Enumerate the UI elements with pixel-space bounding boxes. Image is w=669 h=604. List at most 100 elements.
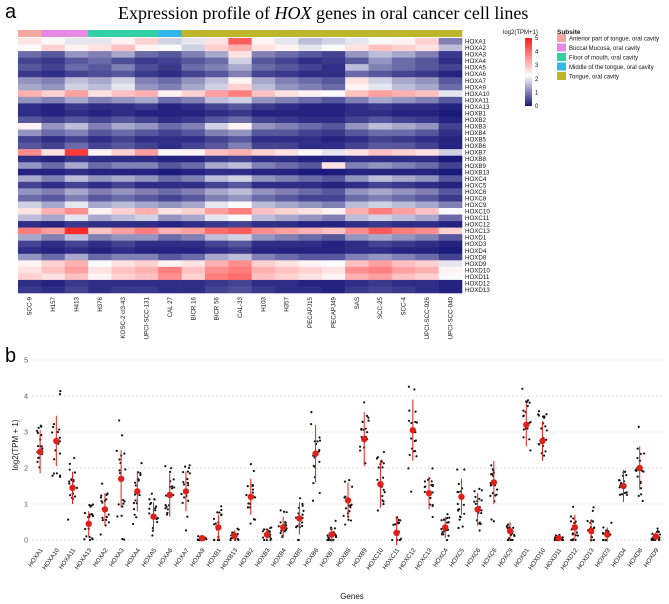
heatmap-cell [181,286,206,294]
heatmap-cell [228,57,252,65]
heatmap-cell [41,208,66,215]
heatmap-cell [438,214,463,222]
sample-point [561,536,564,539]
sample-point [216,511,219,514]
heatmap-cell [391,96,416,104]
heatmap-cell [41,188,66,196]
heatmap-cell [298,44,323,52]
subsite-swatch [557,72,566,80]
sample-point [544,425,547,428]
heatmap-cell [134,253,159,261]
subsite-cell [438,30,463,37]
heatmap-cell [41,64,66,71]
sample-point [478,529,481,532]
heatmap-cell [345,90,369,98]
sample-point [188,464,191,467]
sample-point [462,503,465,506]
heatmap-cell [181,70,206,78]
heatmap-cell [41,83,66,91]
sample-point [120,514,123,517]
heatmap-cell [298,208,323,215]
heatmap-cell [134,129,159,137]
mean-point [636,464,643,472]
heatmap-cell [438,83,463,91]
heatmap-cell [64,44,89,52]
heatmap-cell [321,181,346,189]
heatmap-cell [415,57,439,65]
heatmap-cell [111,168,136,176]
heatmap-cell [415,129,439,137]
heatmap-cell [181,234,206,241]
heatmap-cell [321,57,346,65]
heatmap-cell [321,273,346,281]
heatmap-cell [415,38,439,45]
heatmap-cell [251,123,276,130]
sample-point [187,484,190,487]
heatmap-cell [391,214,416,222]
heatmap-cell [391,103,416,111]
sample-point [650,537,653,540]
sample-point [490,518,493,521]
heatmap-cell [368,64,393,71]
heatmap-cell [368,38,393,45]
heatmap-cell [204,201,229,209]
sample-point [91,537,94,540]
heatmap-cell [321,260,346,268]
heatmap-cell [158,162,182,170]
mean-point [555,535,562,542]
heatmap-cell [41,253,66,261]
heatmap-cell [368,181,393,189]
heatmap-cell [111,286,136,294]
sample-point [121,505,124,508]
heatmap-cell [134,247,159,255]
heatmap-cell [111,266,136,274]
row-label: HOXB1 [465,110,487,117]
sample-point [327,538,330,542]
column-label: SCC-9 [27,296,34,315]
sample-point [376,509,379,512]
sample-point [134,484,137,487]
heatmap-cell [321,96,346,104]
heatmap-cell [275,96,299,104]
sample-point [120,434,124,437]
sample-point [625,491,628,494]
subsite-cell [158,30,182,37]
heatmap-cell [251,90,276,98]
heatmap-cell [275,149,299,156]
heatmap-cell [275,234,299,241]
sample-point [40,425,43,428]
heatmap-cell [64,123,89,130]
sample-point [88,504,91,507]
sample-point [253,496,257,499]
heatmap-cell [368,51,393,58]
heatmap-cell [111,57,136,65]
sample-point [522,409,525,412]
mean-point [247,493,254,500]
column-label: SAS [354,297,361,309]
heatmap-cell [298,103,323,111]
colorbar-tick: 1 [535,90,539,96]
column-label: H413 [73,296,80,311]
panel-b-letter: b [5,345,16,367]
heatmap-cell [438,90,463,98]
heatmap-cell [228,214,252,222]
heatmap-cell [134,38,159,45]
column-label: BICR 56 [214,296,221,320]
heatmap-cell [181,90,206,98]
sample-point [283,530,286,533]
heatmap-cell [158,266,182,274]
sample-point [381,476,385,479]
heatmap-cell [204,70,229,78]
heatmap-cell [41,90,66,98]
heatmap-cell [345,162,369,170]
heatmap-cell [438,162,463,170]
heatmap-cell [41,77,66,85]
row-label: HOXD8 [465,254,487,261]
heatmap-cell [158,273,182,281]
heatmap-cell [438,201,463,209]
heatmap-cell [321,64,346,71]
heatmap-cell [88,116,112,124]
heatmap-cell [298,155,323,163]
heatmap-cell [438,234,463,241]
heatmap-cell [134,70,159,78]
